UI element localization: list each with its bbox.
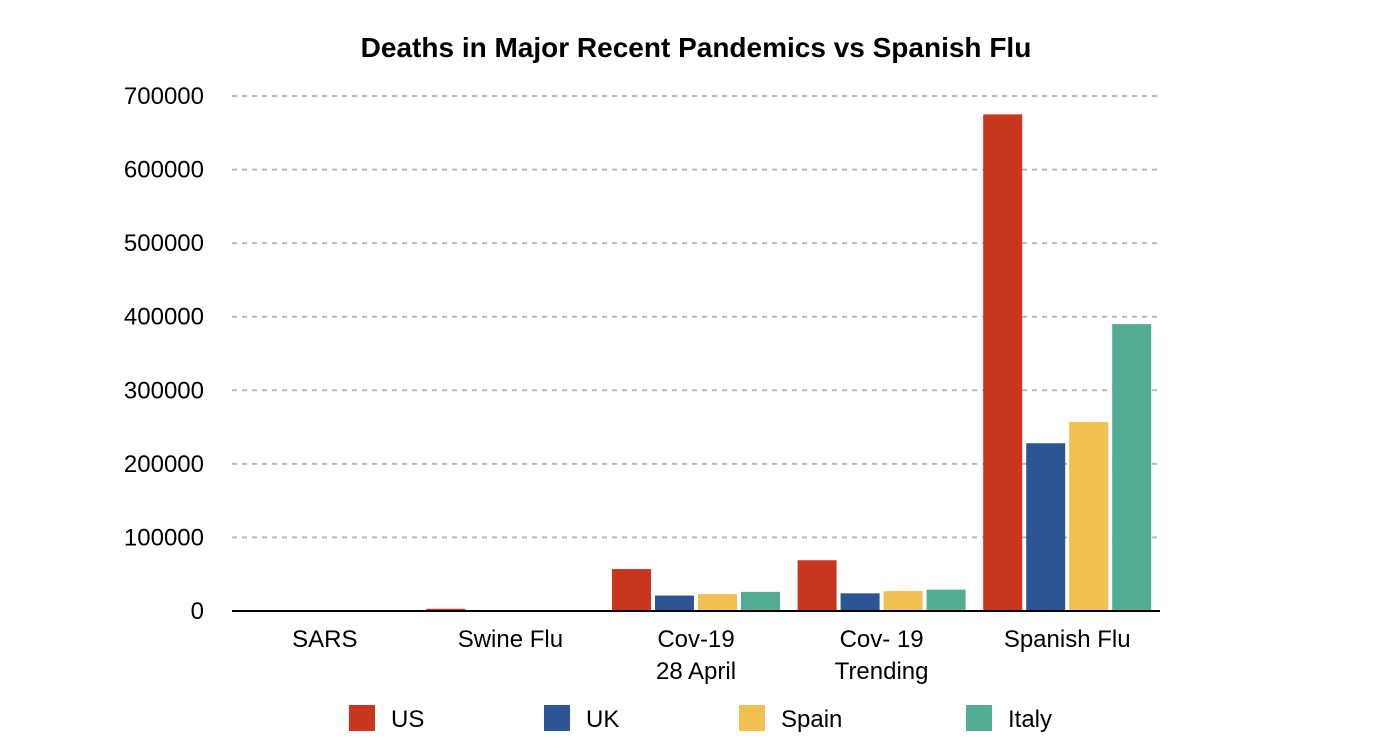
y-tick-label: 100000 [124,524,204,551]
bar-spain-2 [698,594,737,611]
y-tick-label: 400000 [124,304,204,331]
x-category-label: Cov- 19 [840,626,924,653]
y-tick-label: 300000 [124,377,204,404]
bar-spain-4 [1069,421,1109,611]
bar-us-3 [797,560,837,611]
legend-label-uk: UK [586,706,619,733]
bar-italy-4 [1112,324,1152,611]
legend-label-us: US [391,706,424,733]
bar-us-4 [983,114,1023,612]
y-tick-label: 600000 [124,157,204,184]
bars [426,114,1152,612]
bar-uk-3 [840,593,880,611]
x-category-label: Trending [835,658,929,685]
legend-swatch-italy [966,705,992,731]
x-category-label: Swine Flu [458,626,563,653]
bar-uk-4 [1026,443,1066,611]
bar-uk-2 [655,595,694,611]
x-category-label: 28 April [656,658,736,685]
bar-us-2 [612,569,651,611]
y-axis-ticks: 0 100000 200000 300000 400000 500000 600000 700… [124,83,204,625]
bar-italy-3 [926,589,966,611]
legend-label-spain: Spain [781,706,842,733]
y-tick-label: 200000 [124,451,204,478]
bar-us-1 [426,608,466,611]
y-tick-label: 700000 [124,83,204,110]
x-axis-categories: SARS Swine Flu Cov-19 28 April Cov- 19 Trendi… [292,626,1130,685]
legend-swatch-spain [739,705,765,731]
y-tick-label: 500000 [124,230,204,257]
legend: US UK Spain Italy [349,705,1052,733]
bar-italy-2 [741,591,780,611]
legend-swatch-us [349,705,375,731]
x-category-label: Cov-19 [657,626,734,653]
legend-label-italy: Italy [1008,706,1052,733]
legend-swatch-uk [544,705,570,731]
bar-spain-3 [883,591,923,611]
y-tick-label: 0 [191,598,204,625]
gridlines [232,95,1160,539]
x-category-label: Spanish Flu [1004,626,1131,653]
chart-title: Deaths in Major Recent Pandemics vs Span… [361,32,1032,63]
x-category-label: SARS [292,626,357,653]
